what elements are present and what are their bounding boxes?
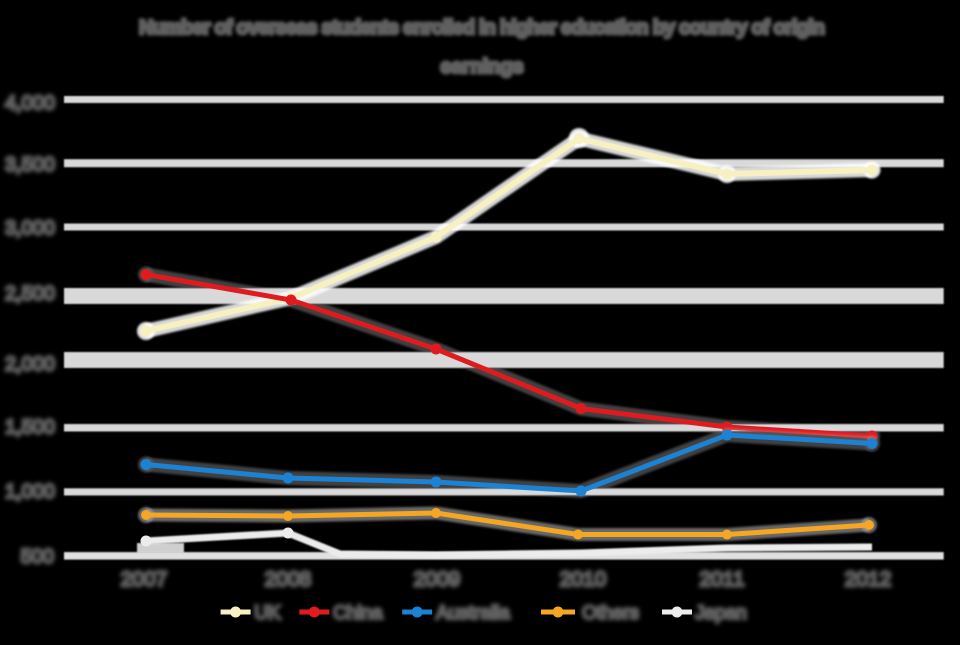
- svg-text:2008: 2008: [265, 568, 312, 591]
- svg-text:2010: 2010: [560, 568, 607, 591]
- svg-text:4,000: 4,000: [5, 93, 55, 115]
- svg-text:Japan: Japan: [695, 603, 747, 624]
- svg-text:2012: 2012: [845, 568, 892, 591]
- svg-text:China: China: [333, 603, 383, 624]
- svg-text:Others: Others: [582, 603, 639, 624]
- svg-text:500: 500: [21, 546, 54, 568]
- svg-text:1,000: 1,000: [5, 481, 55, 503]
- svg-text:earnings: earnings: [440, 56, 523, 78]
- svg-text:2,500: 2,500: [5, 283, 55, 305]
- svg-text:Number of overseas students en: Number of overseas students enrolled in …: [139, 17, 825, 39]
- svg-text:Australia: Australia: [436, 603, 510, 624]
- svg-text:2009: 2009: [414, 568, 461, 591]
- svg-text:2,000: 2,000: [5, 354, 55, 376]
- svg-text:2011: 2011: [699, 568, 744, 591]
- svg-text:UK: UK: [254, 603, 281, 624]
- svg-text:1,500: 1,500: [5, 417, 55, 439]
- svg-text:3,500: 3,500: [5, 154, 55, 176]
- svg-text:2007: 2007: [121, 568, 168, 591]
- svg-text:3,000: 3,000: [5, 218, 55, 240]
